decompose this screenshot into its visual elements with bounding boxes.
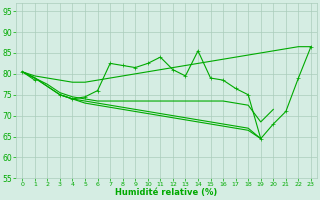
X-axis label: Humidité relative (%): Humidité relative (%) [116, 188, 218, 197]
